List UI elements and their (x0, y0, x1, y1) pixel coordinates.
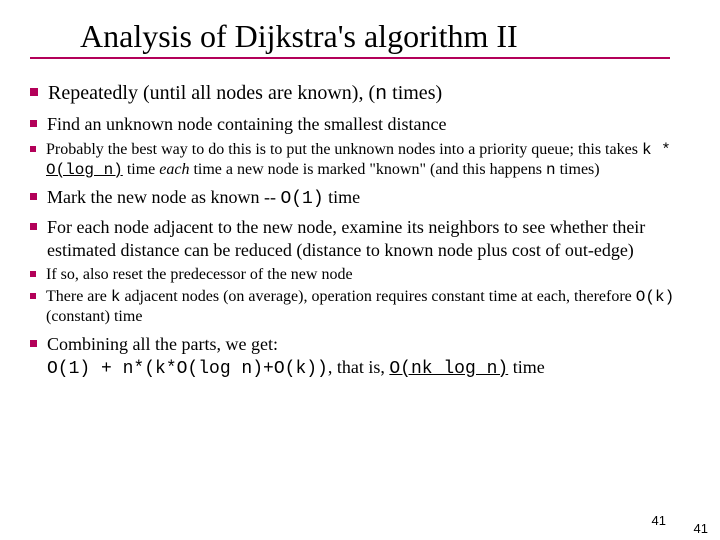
square-bullet-icon (30, 271, 36, 277)
bullet-text: Combining all the parts, we get: O(1) + … (47, 333, 690, 380)
text-fragment: (constant) time (46, 308, 142, 325)
square-bullet-icon (30, 223, 37, 230)
code-fragment: n (546, 161, 556, 179)
text-fragment: , that is, (328, 357, 390, 377)
bullet-text: There are k adjacent nodes (on average),… (46, 287, 690, 327)
title-underline (30, 57, 670, 59)
bullet-item-adjacent: For each node adjacent to the new node, … (30, 216, 690, 261)
bullet-text: If so, also reset the predecessor of the… (46, 265, 690, 285)
text-fragment: times) (556, 161, 600, 178)
square-bullet-icon (30, 120, 37, 127)
bullet-item-combining: Combining all the parts, we get: O(1) + … (30, 333, 690, 380)
text-fragment: There are (46, 288, 111, 305)
text-fragment: time (508, 357, 545, 377)
text-fragment: time (324, 187, 361, 207)
page-number-outer: 41 (694, 521, 708, 536)
bullet-item-repeat: Repeatedly (until all nodes are known), … (30, 81, 690, 107)
bullet-text: Repeatedly (until all nodes are known), … (48, 81, 690, 107)
code-fragment: k (111, 288, 121, 306)
code-fragment: n (375, 83, 387, 106)
text-fragment: Combining all the parts, we get: (47, 334, 278, 354)
code-fragment-underline: O(log n) (46, 161, 123, 179)
text-fragment: times) (387, 82, 442, 104)
bullet-text: Find an unknown node containing the smal… (47, 113, 690, 136)
bullet-text: Probably the best way to do this is to p… (46, 140, 690, 180)
bullet-item-priority-queue: Probably the best way to do this is to p… (30, 140, 690, 180)
text-fragment: Mark the new node as known -- (47, 187, 280, 207)
code-fragment-underline: O(nk log n) (389, 359, 508, 379)
square-bullet-icon (30, 146, 36, 152)
text-fragment: adjacent nodes (on average), operation r… (120, 288, 635, 305)
slide: Analysis of Dijkstra's algorithm II Repe… (0, 0, 720, 540)
code-fragment: O(k) (636, 288, 674, 306)
bullet-text: Mark the new node as known -- O(1) time (47, 186, 690, 211)
bullet-item-mark-known: Mark the new node as known -- O(1) time (30, 186, 690, 211)
code-fragment: O(1) (280, 189, 323, 209)
bullet-item-find-unknown: Find an unknown node containing the smal… (30, 113, 690, 136)
page-number-inner: 41 (652, 513, 666, 528)
square-bullet-icon (30, 293, 36, 299)
bullet-item-k-adjacent: There are k adjacent nodes (on average),… (30, 287, 690, 327)
text-fragment: Repeatedly (until all nodes are known), … (48, 82, 375, 104)
text-fragment: time a new node is marked "known" (and t… (189, 161, 546, 178)
bullet-item-reset-pred: If so, also reset the predecessor of the… (30, 265, 690, 285)
slide-title: Analysis of Dijkstra's algorithm II (30, 18, 690, 55)
bullet-text: For each node adjacent to the new node, … (47, 216, 690, 261)
square-bullet-icon (30, 340, 37, 347)
emphasis-fragment: each (159, 161, 189, 178)
code-fragment: k * (642, 141, 671, 159)
text-fragment: time (123, 161, 159, 178)
square-bullet-icon (30, 88, 38, 96)
text-fragment: Probably the best way to do this is to p… (46, 141, 642, 158)
code-fragment: O(1) + n*(k*O(log n)+O(k)) (47, 359, 328, 379)
square-bullet-icon (30, 193, 37, 200)
slide-content: Repeatedly (until all nodes are known), … (30, 81, 690, 380)
